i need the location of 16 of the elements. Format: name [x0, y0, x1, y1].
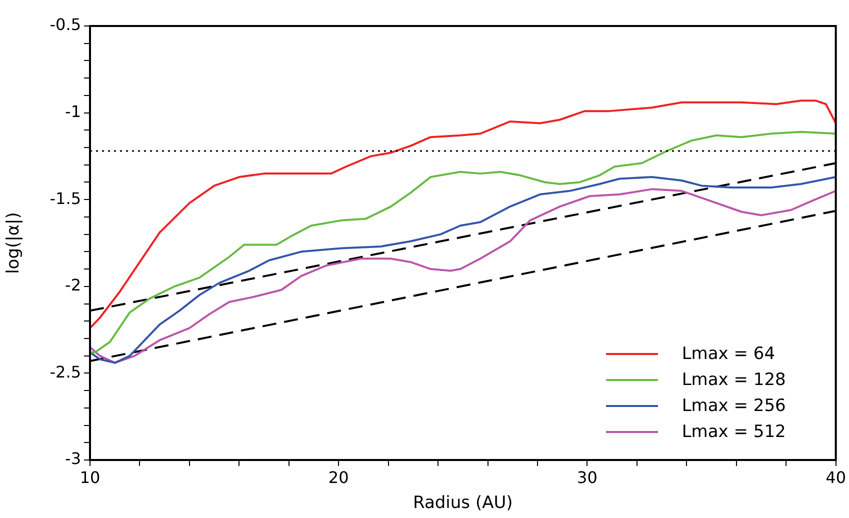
x-tick-label: 10: [80, 468, 100, 487]
y-tick-label: -1: [65, 102, 81, 121]
x-axis-title: Radius (AU): [413, 493, 513, 514]
legend-label: Lmax = 64: [682, 343, 776, 366]
y-tick-label: -1.5: [50, 188, 81, 208]
x-tick-label: 30: [577, 468, 598, 487]
legend-label: Lmax = 128: [682, 369, 786, 392]
y-tick-label: -0.5: [50, 15, 81, 34]
y-axis-title: log(|α|): [4, 212, 24, 274]
x-tick-label: 40: [826, 468, 846, 487]
legend-label: Lmax = 256: [682, 395, 786, 418]
y-tick-label: -3: [65, 449, 81, 468]
x-tick-label: 20: [328, 468, 349, 487]
y-tick-label: -2: [65, 276, 81, 295]
legend-label: Lmax = 512: [682, 421, 786, 444]
y-tick-label: -2.5: [50, 362, 81, 382]
